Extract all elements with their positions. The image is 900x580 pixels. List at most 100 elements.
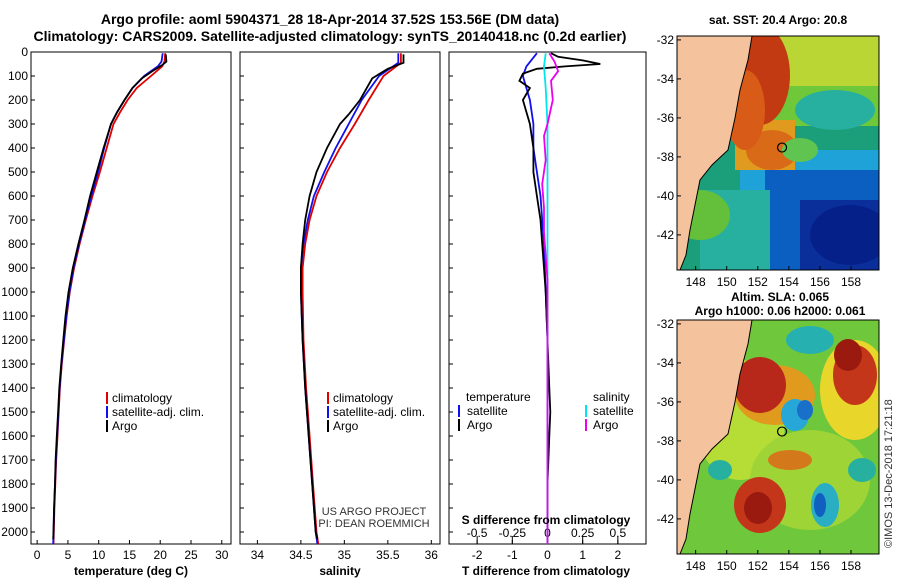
- depth-tick-label: 900: [8, 261, 28, 275]
- lon-tick-label: 158: [841, 559, 861, 573]
- legend-label-s-argo: Argo: [593, 418, 619, 432]
- legend-label-satellite: satellite-adj. clim.: [112, 405, 204, 419]
- depth-tick-label: 400: [8, 141, 28, 155]
- series-line-t-argo: [518, 52, 601, 544]
- s-diff-tick-label: -0.25: [499, 526, 527, 540]
- depth-tick-label: 300: [8, 117, 28, 131]
- salinity-plot-frame: [239, 51, 441, 545]
- x-tick-label: 34.5: [289, 548, 313, 562]
- lon-tick-label: 152: [748, 559, 768, 573]
- lat-tick-label: -40: [657, 473, 675, 487]
- temperature-x-label: temperature (deg C): [74, 564, 188, 578]
- x-tick-label: -2: [472, 548, 483, 562]
- sla-map-panel: Altim. SLA: 0.065 Argo h1000: 0.06 h2000…: [657, 290, 880, 573]
- depth-tick-label: 2000: [1, 525, 28, 539]
- sla-map-title-line2: Argo h1000: 0.06 h2000: 0.061: [695, 304, 866, 318]
- argo-position-marker: [776, 142, 788, 153]
- depth-tick-label: 600: [8, 189, 28, 203]
- x-tick-label: 34: [251, 548, 265, 562]
- temperature-series: [52, 53, 168, 544]
- x-tick-label: 20: [154, 548, 168, 562]
- depth-tick-label: 1400: [1, 381, 28, 395]
- x-tick-label: -1: [507, 548, 518, 562]
- salinity-series: [299, 53, 405, 544]
- depth-axis: 0 100 200 300 400 500 600 700 800 900 1000 1100 1200…: [1, 45, 35, 539]
- x-tick-label: 35: [338, 548, 352, 562]
- depth-tick-label: 1100: [2, 309, 28, 323]
- legend-label-s-satellite: satellite: [593, 404, 634, 418]
- legend-title-salinity: salinity: [593, 390, 630, 404]
- lon-tick-label: 148: [686, 275, 706, 289]
- lat-tick-label: -42: [657, 512, 675, 526]
- x-tick-label: 2: [615, 548, 622, 562]
- series-line-s-argo: [541, 52, 560, 544]
- salinity-x-label: salinity: [319, 564, 361, 578]
- lat-tick-label: -36: [657, 395, 675, 409]
- lon-tick-label: 158: [841, 275, 861, 289]
- credit-project: US ARGO PROJECT: [322, 506, 427, 518]
- legend-title-temperature: temperature: [466, 390, 531, 404]
- depth-tick-label: 1500: [1, 405, 28, 419]
- sst-map-lon-axis: 148 150 152 154 156 158: [686, 266, 861, 289]
- difference-y-ticks: [449, 51, 453, 533]
- difference-legend-temperature: temperature satellite Argo: [458, 390, 531, 432]
- depth-tick-label: 1800: [1, 477, 28, 491]
- lon-tick-label: 156: [810, 559, 830, 573]
- series-line-argo: [52, 54, 168, 540]
- lon-tick-label: 152: [748, 275, 768, 289]
- salinity-panel: 34 34.5 35 35.5 36 salinity climatology sate…: [239, 51, 441, 578]
- lon-tick-label: 154: [779, 559, 799, 573]
- sla-map-frame: [676, 319, 880, 555]
- x-tick-label: 10: [92, 548, 106, 562]
- lat-tick-label: -38: [657, 434, 675, 448]
- lon-tick-label: 150: [717, 559, 737, 573]
- t-difference-x-label: T difference from climatology: [462, 564, 630, 578]
- depth-tick-label: 1900: [1, 501, 28, 515]
- x-tick-label: 0: [34, 548, 41, 562]
- sst-map-image: [677, 36, 879, 270]
- sst-map-title: sat. SST: 20.4 Argo: 20.8: [709, 13, 848, 27]
- lat-tick-label: -42: [657, 228, 675, 242]
- lon-tick-label: 148: [686, 559, 706, 573]
- difference-panel: -2 -1 0 1 2 -0.5 -0.25 0 0.25 0.5 T difference f…: [448, 51, 647, 578]
- temperature-x-axis: 0 5 10 15 20 25 30: [34, 540, 229, 562]
- depth-tick-label: 1700: [1, 453, 28, 467]
- lat-tick-label: -32: [657, 33, 675, 47]
- depth-tick-label: 700: [8, 213, 28, 227]
- salinity-difference-axis: -0.5 -0.25 0 0.25 0.5: [467, 526, 627, 544]
- depth-tick-label: 200: [8, 93, 28, 107]
- depth-tick-label: 100: [8, 69, 28, 83]
- legend-label-argo: Argo: [333, 419, 359, 433]
- lat-tick-label: -32: [657, 317, 675, 331]
- x-tick-label: 25: [184, 548, 198, 562]
- lat-tick-label: -34: [657, 72, 675, 86]
- lat-tick-label: -34: [657, 356, 675, 370]
- temperature-panel: 0100200300400500600700800900100011001200…: [1, 45, 232, 578]
- x-tick-label: 5: [65, 548, 72, 562]
- figure-title-line1: Argo profile: aoml 5904371_28 18-Apr-201…: [100, 11, 560, 27]
- x-tick-label: 15: [123, 548, 137, 562]
- credit-pi: PI: DEAN ROEMMICH: [318, 518, 429, 530]
- sla-map-title-line1: Altim. SLA: 0.065: [731, 290, 829, 304]
- legend-label-t-argo: Argo: [467, 418, 493, 432]
- lat-tick-label: -38: [657, 150, 675, 164]
- series-line-argo: [299, 54, 405, 540]
- salinity-x-axis: 34 34.5 35 35.5 36: [251, 540, 438, 562]
- legend-label-t-satellite: satellite: [467, 404, 508, 418]
- figure-title-line2: Climatology: CARS2009. Satellite-adjuste…: [33, 28, 627, 44]
- imos-watermark: ©IMOS 13-Dec-2018 17:21:18: [883, 399, 895, 548]
- sst-map-frame: [676, 35, 880, 271]
- depth-tick-label: 500: [8, 165, 28, 179]
- lon-tick-label: 150: [717, 275, 737, 289]
- salinity-legend: climatology satellite-adj. clim. Argo: [327, 391, 425, 433]
- s-diff-tick-label: 0.25: [571, 526, 595, 540]
- depth-tick-label: 1300: [1, 357, 28, 371]
- s-diff-tick-label: 0.5: [610, 526, 627, 540]
- x-tick-label: 0: [544, 548, 551, 562]
- argo-position-marker: [776, 426, 788, 437]
- legend-label-climatology: climatology: [333, 391, 393, 405]
- depth-tick-label: 1600: [1, 429, 28, 443]
- x-tick-label: 30: [215, 548, 229, 562]
- temperature-plot-frame: [30, 51, 232, 545]
